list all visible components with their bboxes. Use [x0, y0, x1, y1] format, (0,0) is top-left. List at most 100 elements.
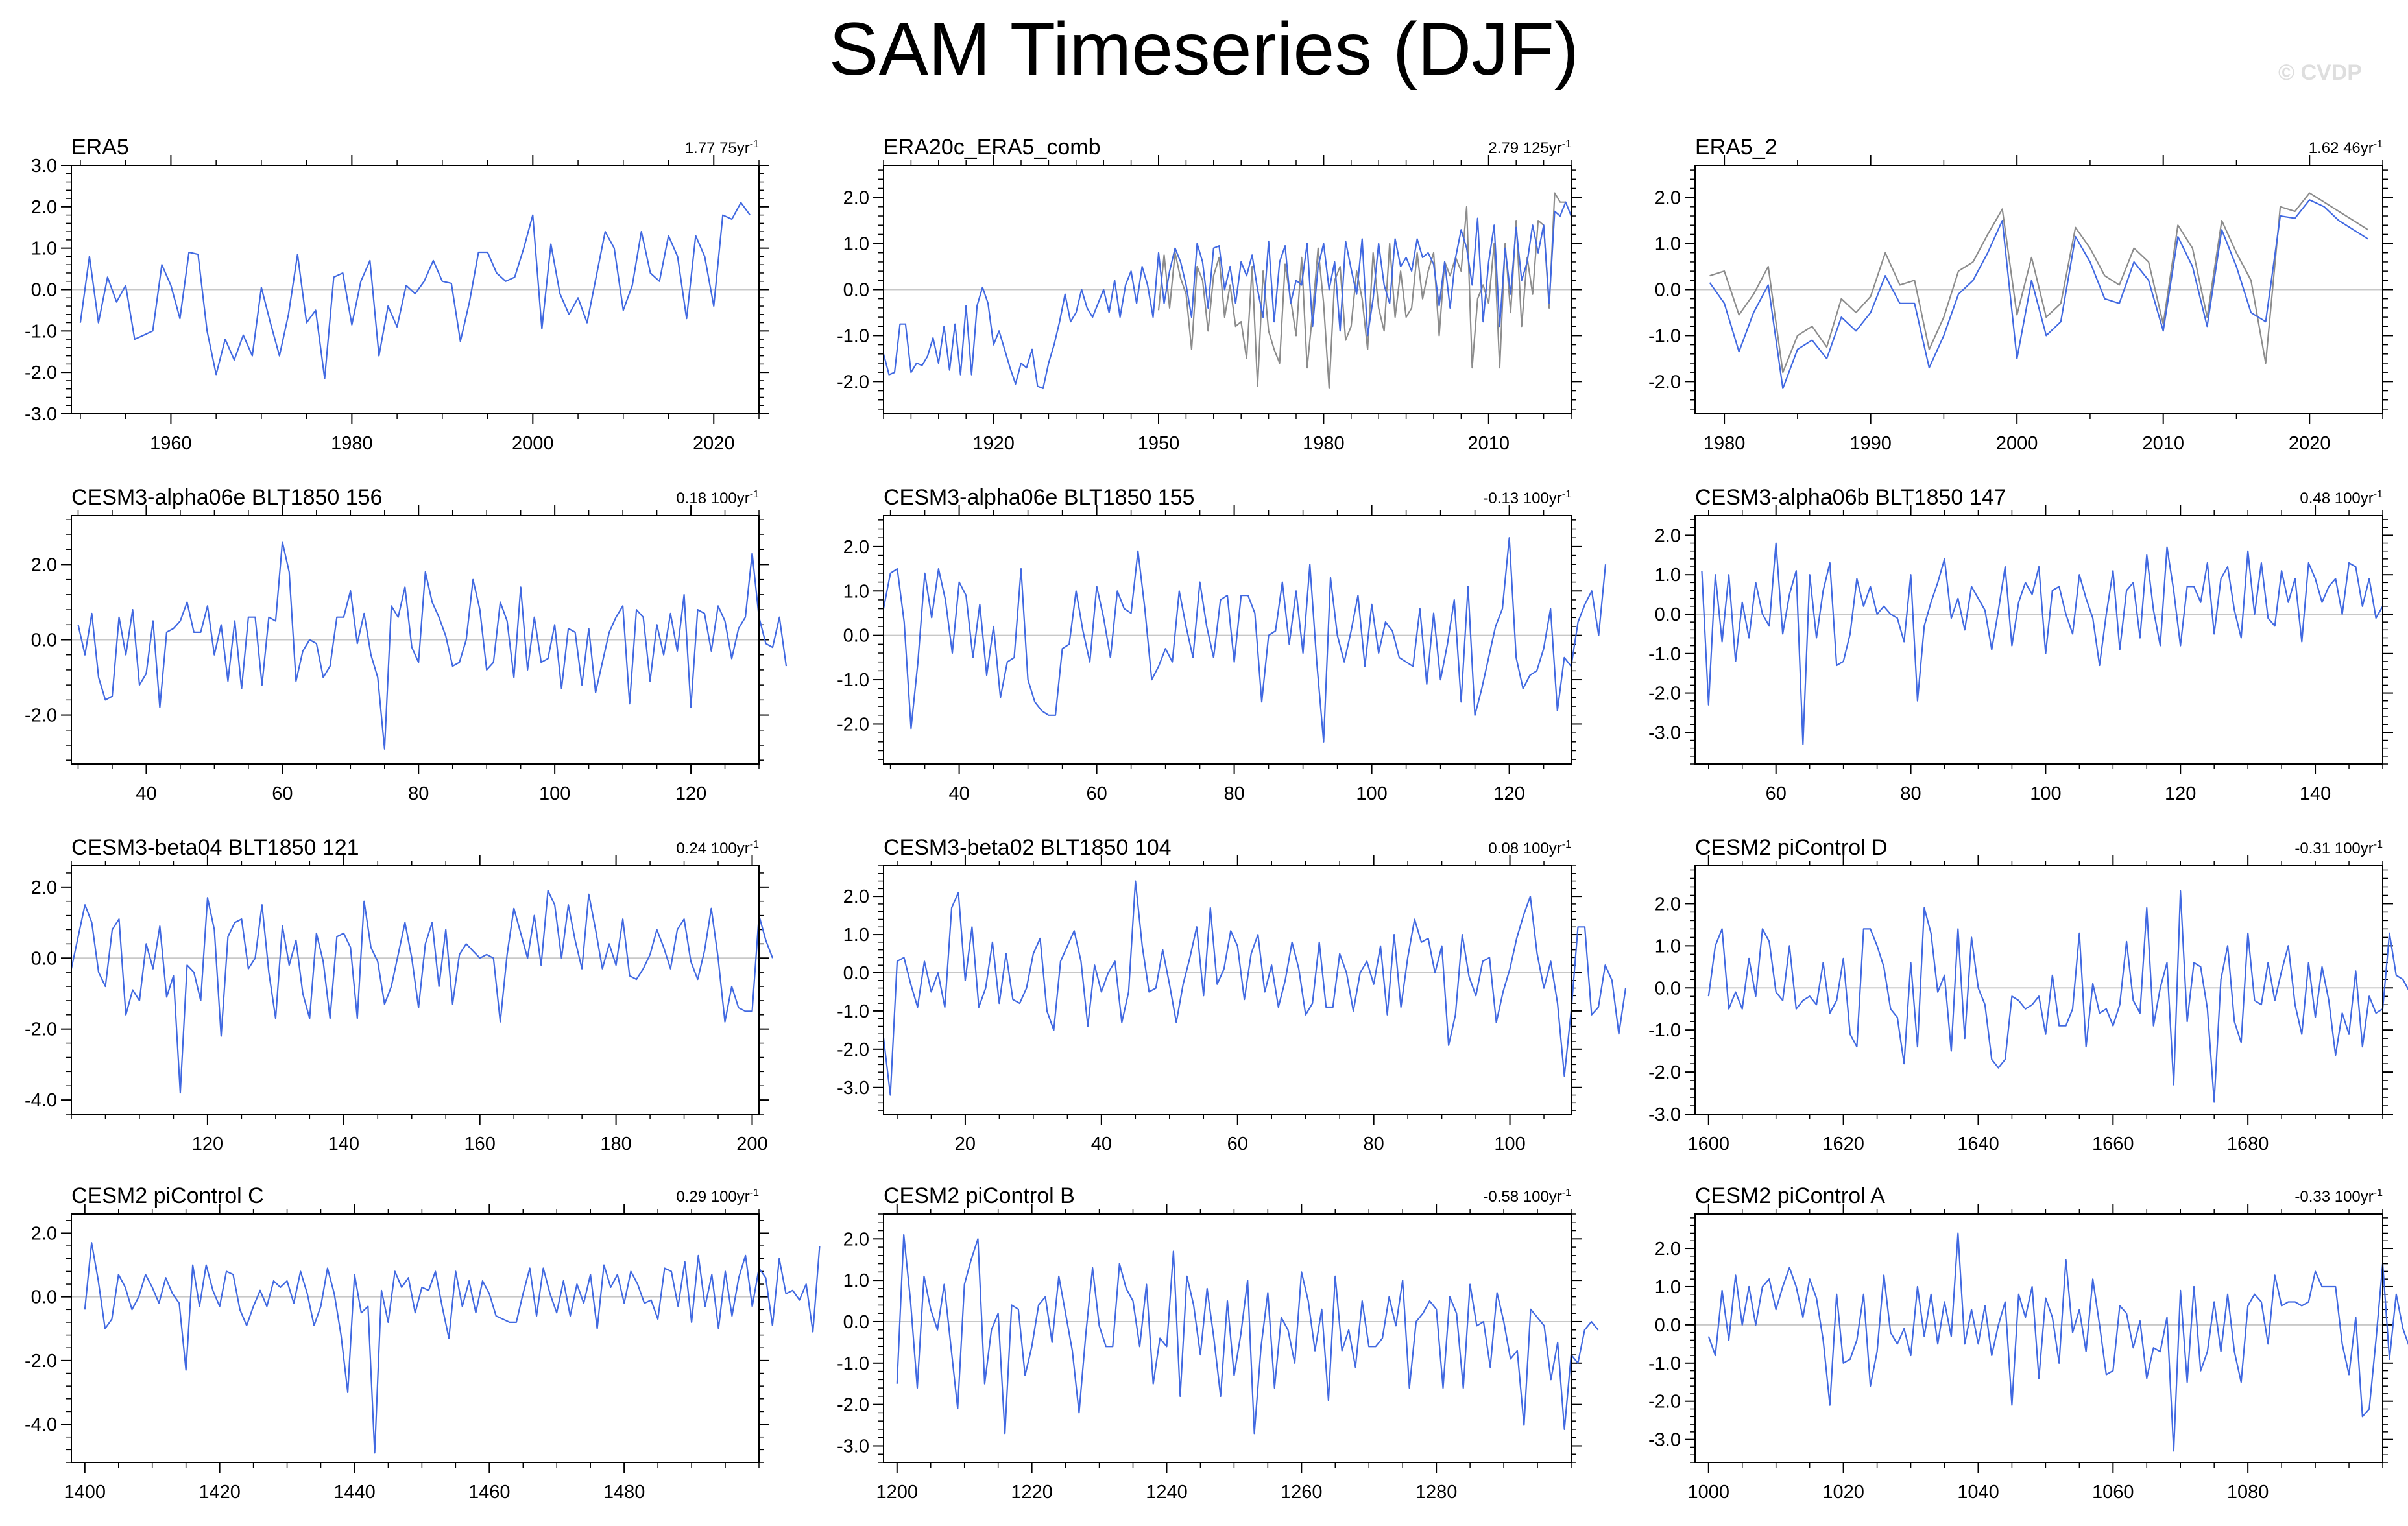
y-tick-label: -1.0 [1648, 1020, 1681, 1041]
panel-title: ERA20c_ERA5_comb [884, 135, 1101, 160]
x-tick-label: 1460 [468, 1482, 511, 1503]
x-tick-label: 1980 [331, 433, 373, 454]
x-tick-label: 1260 [1281, 1482, 1323, 1503]
panel-title: CESM2 piControl C [71, 1184, 264, 1208]
x-tick-label: 1420 [199, 1482, 241, 1503]
plot-frame [883, 515, 1572, 765]
panel-6: CESM3-beta04 BLT1850 121 0.24 100yr-1 -4.0… [25, 835, 774, 1154]
x-tick-label: 1240 [1146, 1482, 1188, 1503]
x-tick-label: 1920 [972, 433, 1015, 454]
x-tick-label: 100 [2030, 783, 2061, 804]
x-tick-label: 60 [272, 783, 293, 804]
x-tick-label: 80 [408, 783, 429, 804]
y-tick-label: 2.0 [1655, 525, 1681, 546]
y-tick-label: -2.0 [837, 1040, 869, 1060]
y-tick-label: 0.0 [843, 626, 869, 647]
y-tick-label: -2.0 [25, 1019, 57, 1040]
trend-label: 0.24 100yr-1 [676, 839, 759, 857]
y-tick-label: -2.0 [1648, 1392, 1681, 1413]
panel-title: CESM3-alpha06b BLT1850 147 [1695, 485, 2006, 510]
y-tick-label: -3.0 [837, 1436, 869, 1457]
y-tick-label: 1.0 [843, 925, 869, 946]
x-tick-label: 1280 [1415, 1482, 1458, 1503]
y-tick-label: 2.0 [1655, 1239, 1681, 1259]
x-tick-label: 80 [1900, 783, 1921, 804]
plot-frame [1694, 865, 2383, 1115]
y-tick-label: 0.0 [843, 1312, 869, 1333]
y-tick-label: 2.0 [31, 1223, 57, 1244]
y-tick-label: 1.0 [31, 239, 57, 259]
y-tick-label: -1.0 [837, 670, 869, 691]
x-tick-label: 100 [539, 783, 570, 804]
x-tick-label: 2010 [2142, 433, 2184, 454]
primary-series-line [1701, 542, 2383, 745]
trend-label: 2.79 125yr-1 [1488, 139, 1571, 157]
y-tick-label: -2.0 [1648, 1062, 1681, 1083]
x-tick-label: 1220 [1011, 1482, 1053, 1503]
y-tick-label: -1.0 [1648, 326, 1681, 346]
primary-series-line [77, 541, 788, 750]
y-tick-label: 2.0 [31, 197, 57, 218]
x-tick-label: 2020 [693, 433, 735, 454]
primary-series-line [882, 880, 1627, 1096]
y-tick-label: 1.0 [1655, 234, 1681, 255]
y-tick-label: -3.0 [1648, 722, 1681, 743]
panel-8: CESM2 piControl D -0.31 100yr-1 -3.0 -2.0 -1… [1648, 835, 2408, 1154]
x-tick-label: 1660 [2092, 1134, 2134, 1154]
y-tick-label: -3.0 [837, 1078, 869, 1099]
y-tick-label: 1.0 [843, 581, 869, 602]
panel-title: CESM3-alpha06e BLT1850 155 [884, 485, 1194, 510]
trend-label: -0.58 100yr-1 [1483, 1187, 1571, 1206]
x-tick-label: 60 [1086, 783, 1107, 804]
y-tick-label: 1.0 [1655, 936, 1681, 957]
x-tick-label: 40 [1091, 1134, 1112, 1154]
x-tick-label: 1080 [2227, 1482, 2269, 1503]
y-tick-label: 2.0 [31, 877, 57, 898]
primary-series-line [896, 1234, 1599, 1435]
y-tick-label: 1.0 [1655, 1277, 1681, 1298]
trend-label: 1.62 46yr-1 [2309, 139, 2383, 157]
y-tick-label: 0.0 [1655, 1315, 1681, 1336]
trend-label: 1.77 75yr-1 [685, 139, 759, 157]
x-tick-label: 60 [1766, 783, 1787, 804]
y-tick-label: 1.0 [1655, 565, 1681, 586]
y-tick-label: 0.0 [31, 1287, 57, 1308]
panel-11: CESM2 piControl A -0.33 100yr-1 -3.0 -2.0 -1… [1648, 1184, 2408, 1503]
panel-title: ERA5_2 [1695, 135, 1777, 160]
y-tick-label: 0.0 [1655, 604, 1681, 625]
y-tick-label: 1.0 [843, 1270, 869, 1291]
x-tick-label: 120 [1493, 783, 1524, 804]
y-tick-label: -2.0 [837, 1395, 869, 1416]
y-tick-label: -1.0 [837, 326, 869, 346]
x-tick-label: 140 [2300, 783, 2331, 804]
panel-5: CESM3-alpha06b BLT1850 147 0.48 100yr-1 -3… [1648, 485, 2393, 804]
y-tick-label: -1.0 [837, 1353, 869, 1374]
x-tick-label: 80 [1364, 1134, 1384, 1154]
y-tick-label: -2.0 [25, 1351, 57, 1372]
x-tick-label: 1980 [1704, 433, 1746, 454]
primary-series-line [1707, 890, 2408, 1103]
x-tick-label: 120 [192, 1134, 223, 1154]
x-tick-label: 1400 [64, 1482, 106, 1503]
x-tick-label: 20 [955, 1134, 976, 1154]
panel-2: ERA5_2 1.62 46yr-1 -2.0 -1.0 0.0 1.0 2.0 1980 19… [1648, 135, 2393, 454]
y-tick-label: -1.0 [837, 1001, 869, 1022]
plot-frame [71, 165, 760, 414]
panel-1: ERA20c_ERA5_comb 2.79 125yr-1 -2.0 -1.0 0.0 1… [837, 135, 1582, 454]
y-tick-label: 2.0 [1655, 894, 1681, 914]
y-tick-label: -2.0 [25, 706, 57, 726]
plot-frame [883, 165, 1572, 414]
x-tick-label: 2000 [1996, 433, 2038, 454]
y-tick-label: 0.0 [1655, 280, 1681, 301]
x-tick-label: 100 [1356, 783, 1387, 804]
y-tick-label: 3.0 [31, 156, 57, 176]
primary-series-line [79, 202, 751, 379]
y-tick-label: 1.0 [843, 234, 869, 255]
plot-frame [71, 1213, 760, 1463]
x-tick-label: 1620 [1822, 1134, 1864, 1154]
x-tick-label: 140 [328, 1134, 359, 1154]
panel-title: CESM2 piControl B [884, 1184, 1075, 1208]
x-tick-label: 1440 [333, 1482, 376, 1503]
x-tick-label: 1950 [1138, 433, 1180, 454]
